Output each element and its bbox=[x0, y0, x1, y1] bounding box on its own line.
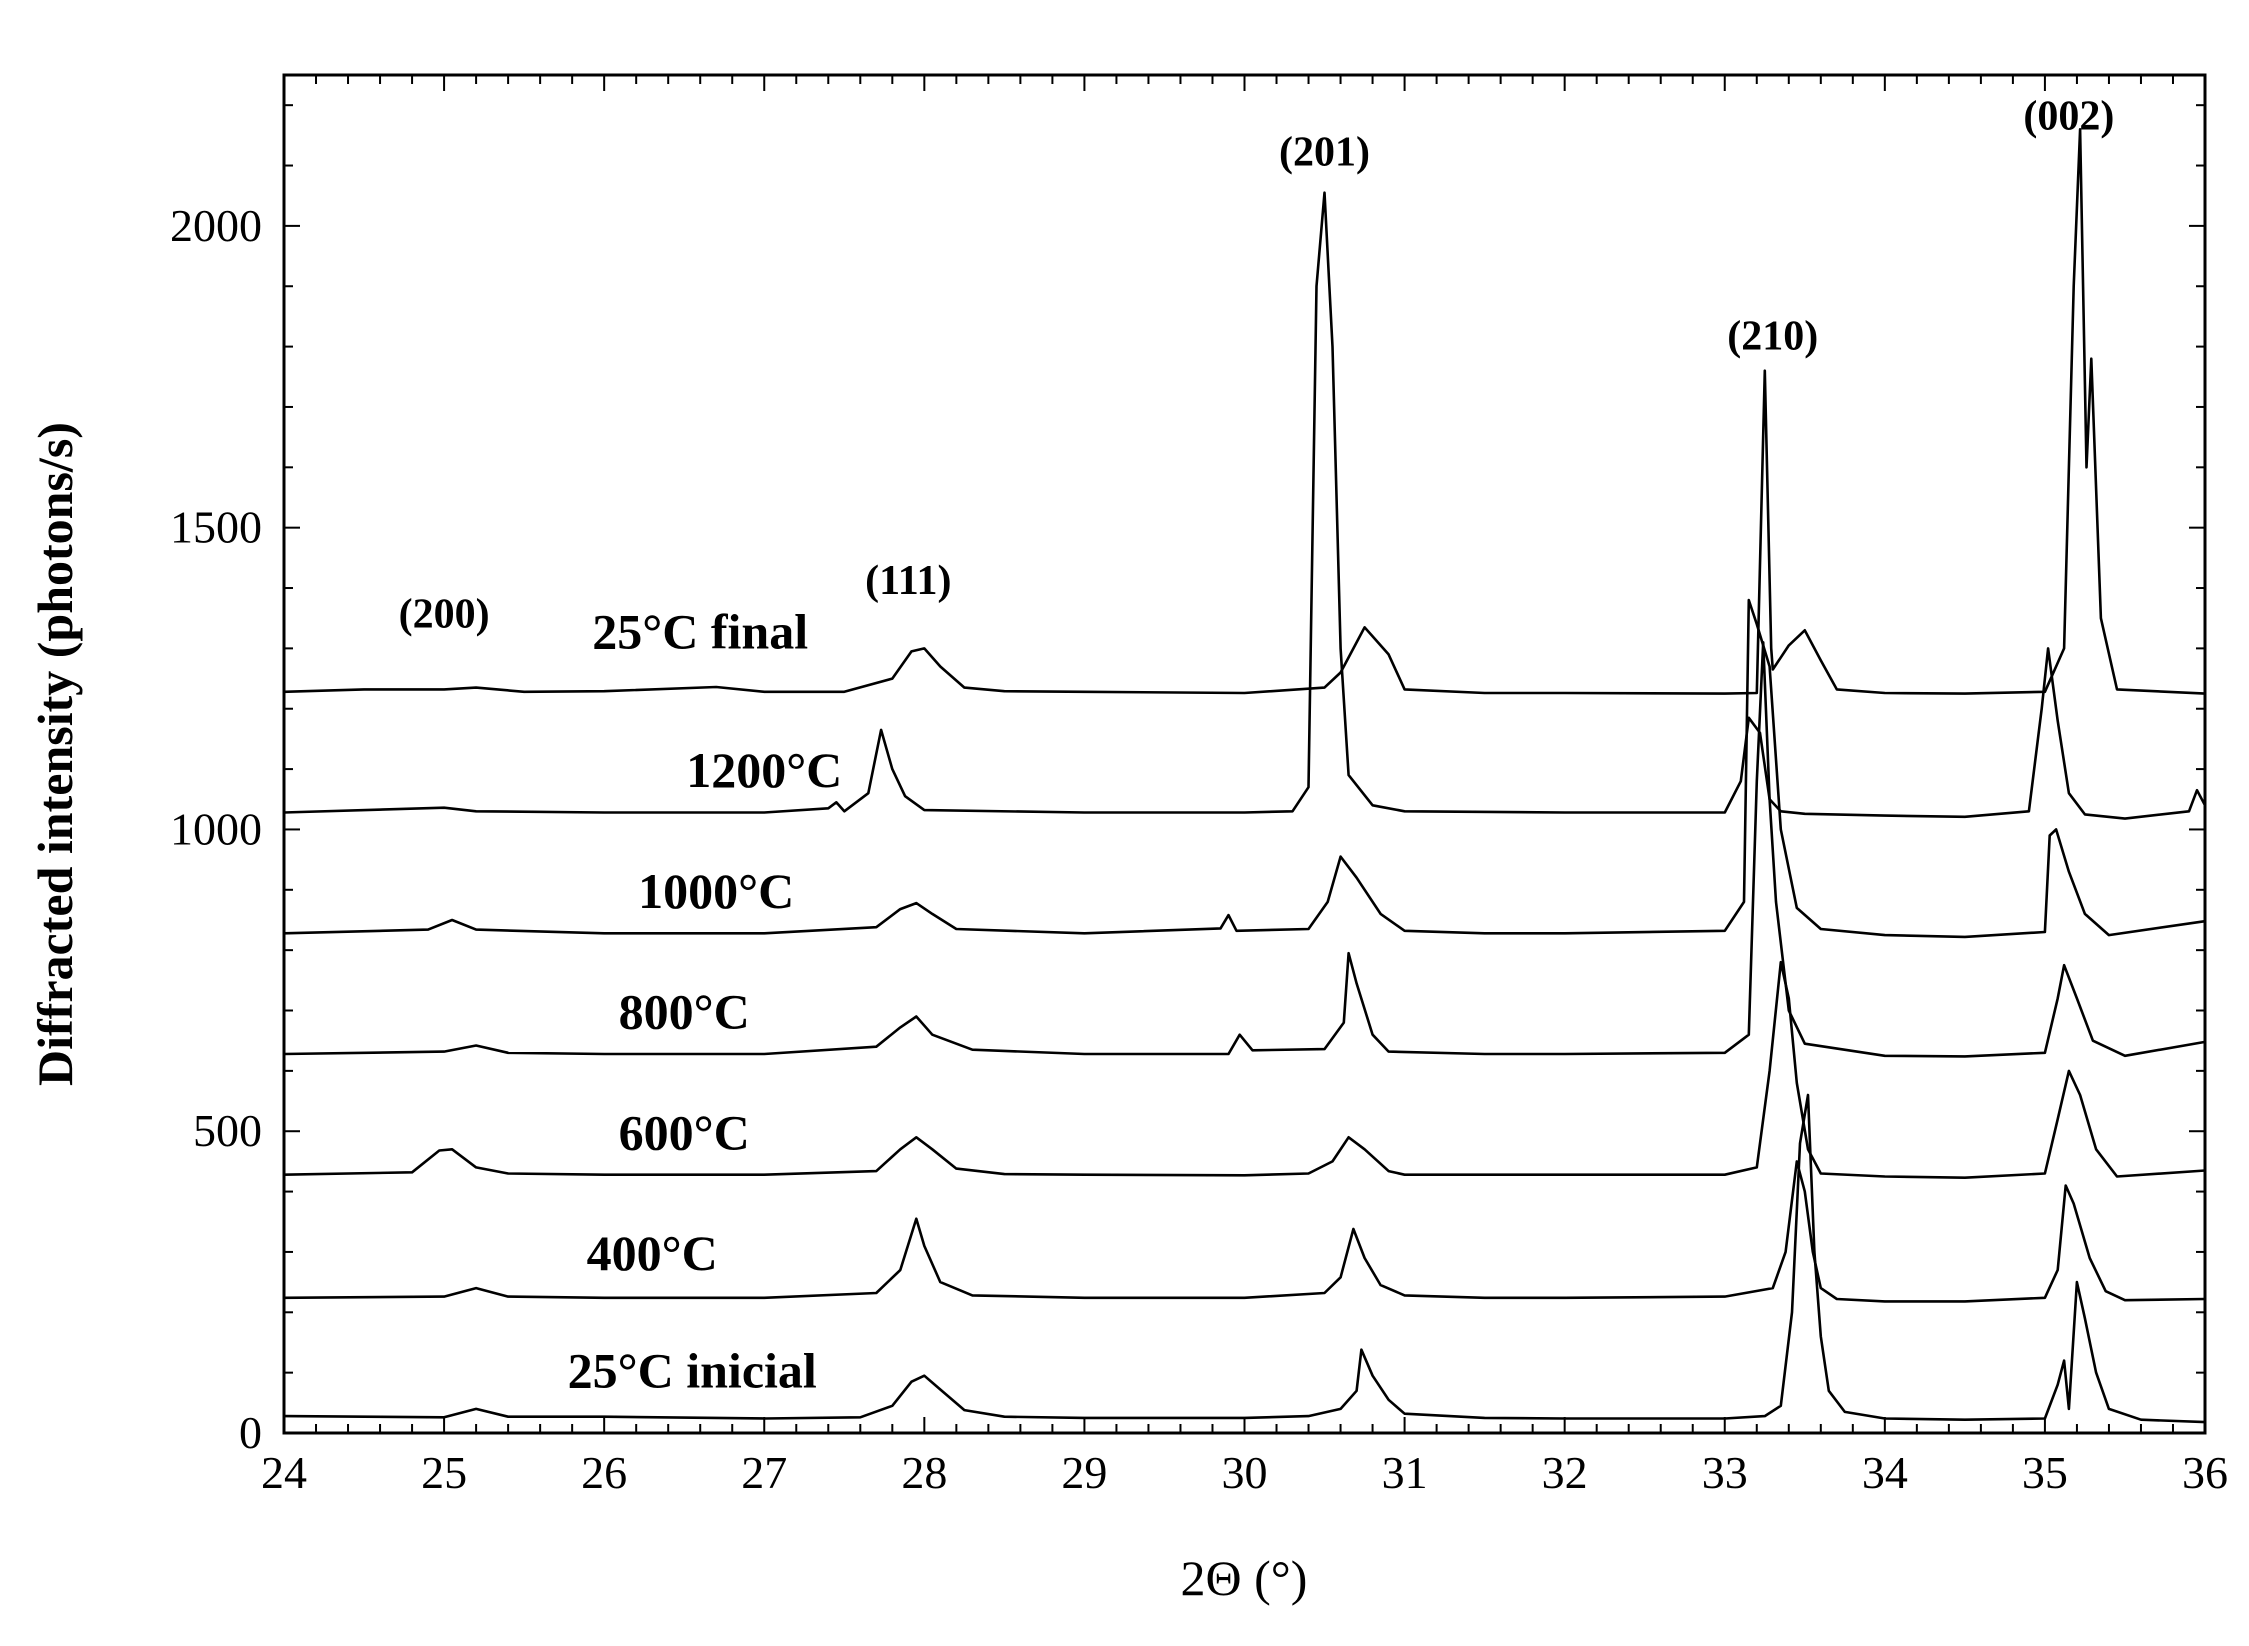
peak-label: (111) bbox=[865, 558, 951, 604]
series-line-1 bbox=[283, 1160, 2206, 1303]
y-tick-label: 500 bbox=[193, 1105, 262, 1156]
x-tick-label: 34 bbox=[1862, 1447, 1908, 1498]
peak-label: (201) bbox=[1279, 130, 1370, 176]
x-tick-label: 35 bbox=[2022, 1447, 2068, 1498]
x-axis-title: 2Θ (°) bbox=[1181, 1550, 1308, 1606]
ticks-group bbox=[283, 75, 2206, 1434]
curve-label: 25°C inicial bbox=[568, 1343, 817, 1399]
x-tick-label: 31 bbox=[1382, 1447, 1428, 1498]
curve-label: 25°C final bbox=[592, 603, 808, 659]
y-tick-label: 1500 bbox=[170, 502, 262, 553]
peak-label: (002) bbox=[2023, 93, 2114, 139]
y-tick-label: 0 bbox=[239, 1407, 262, 1458]
x-tick-label: 28 bbox=[901, 1447, 947, 1498]
x-tick-label: 25 bbox=[421, 1447, 467, 1498]
series-line-4 bbox=[283, 598, 2206, 939]
curve-label: 1000°C bbox=[638, 863, 794, 919]
curves-group bbox=[283, 128, 2207, 1424]
series-line-0 bbox=[283, 1093, 2206, 1424]
series-line-6 bbox=[283, 128, 2206, 695]
x-tick-label: 30 bbox=[1222, 1447, 1268, 1498]
plot-frame bbox=[282, 73, 2207, 1435]
y-tick-label: 1000 bbox=[170, 803, 262, 854]
curve-label: 600°C bbox=[619, 1104, 750, 1160]
series-line-5 bbox=[283, 191, 2207, 820]
series-line-2 bbox=[283, 960, 2206, 1179]
x-tick-label: 32 bbox=[1542, 1447, 1588, 1498]
peak-label: (210) bbox=[1727, 314, 1818, 360]
y-axis-title: Diffracted intensity (photons/s) bbox=[27, 422, 83, 1086]
x-tick-label: 33 bbox=[1702, 1447, 1748, 1498]
x-tick-label: 27 bbox=[741, 1447, 787, 1498]
curve-label: 800°C bbox=[619, 984, 750, 1040]
labels-group: 24 25 26 27 28 29 30 31 32 33 34 35 36 0 500 1000 1500 20… bbox=[170, 93, 2228, 1498]
y-tick-label: 2000 bbox=[170, 200, 262, 251]
x-tick-label: 26 bbox=[581, 1447, 627, 1498]
x-tick-label: 29 bbox=[1061, 1447, 1107, 1498]
series-line-3 bbox=[283, 641, 2206, 1058]
peak-label: (200) bbox=[399, 591, 490, 637]
curve-label: 1200°C bbox=[686, 742, 842, 798]
curve-label: 400°C bbox=[587, 1225, 718, 1281]
x-tick-label: 36 bbox=[2182, 1447, 2228, 1498]
x-tick-label: 24 bbox=[261, 1447, 307, 1498]
